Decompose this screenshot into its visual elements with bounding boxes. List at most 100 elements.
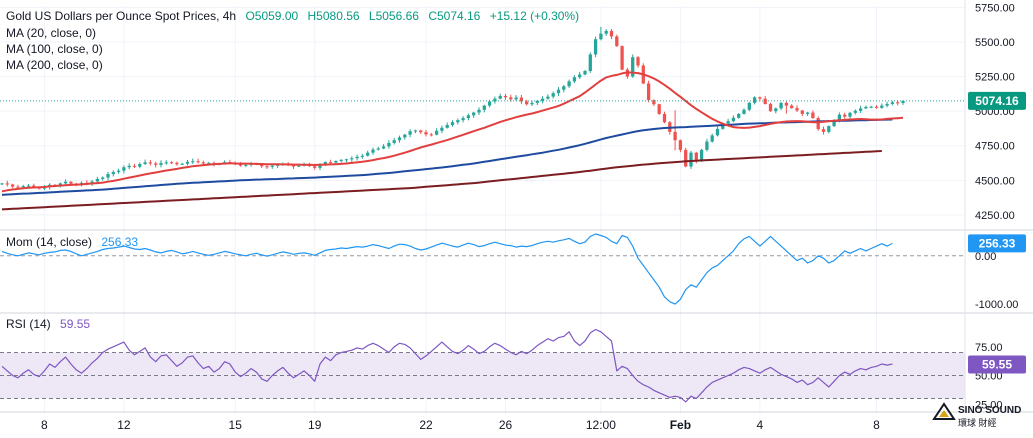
watermark-logo: SINO SOUND 環球 財經 [932, 402, 1021, 428]
candle-body-102 [540, 98, 545, 101]
rsi-tick-0: 75.00 [975, 342, 1003, 354]
candle-body-18 [95, 178, 100, 182]
candle-body-155 [821, 129, 826, 132]
time-tick-8: 4 [757, 418, 764, 432]
candle-body-88 [466, 115, 471, 119]
candle-body-21 [111, 172, 115, 175]
mom-last-tag: 256.33 [968, 234, 1026, 253]
rsi-line [1, 328, 893, 403]
price-tick-0: 5750.00 [975, 2, 1015, 14]
candle-body-11 [58, 183, 62, 186]
candle-body-137 [726, 121, 730, 124]
candle-body-31 [164, 162, 168, 164]
candle-body-4 [21, 186, 25, 188]
candle-body-75 [397, 137, 402, 141]
price-legend: Gold US Dollars per Ounce Spot Prices, 4… [6, 9, 579, 72]
candle-body-19 [101, 177, 105, 179]
candle-body-135 [715, 128, 720, 136]
candle-body-30 [159, 163, 163, 165]
grid-lines [0, 6, 965, 414]
candle-body-101 [535, 100, 539, 103]
mom-legend-label: Mom (14, close) [6, 235, 92, 249]
legend-ma20[interactable]: MA (20, close, 0) [6, 26, 96, 40]
candle-body-94 [498, 95, 502, 99]
rsi-band-fill [0, 352, 965, 399]
candle-body-142 [752, 97, 757, 103]
price-tick-4: 4750.00 [975, 141, 1015, 153]
candle-body-122 [646, 83, 651, 101]
rsi-band-area [0, 352, 965, 399]
legend-ma200[interactable]: MA (200, close, 0) [6, 58, 103, 72]
mom-legend[interactable]: Mom (14, close) 256.33 [6, 235, 138, 249]
legend-high: H5080.56 [308, 9, 360, 23]
time-tick-7: Feb [670, 418, 691, 432]
candle-body-78 [413, 130, 418, 132]
pane-dividers[interactable] [0, 0, 1033, 413]
candle-body-157 [832, 120, 836, 127]
candle-body-100 [530, 102, 534, 105]
candle-body-160 [848, 112, 852, 117]
price-tick-1: 5500.00 [975, 37, 1015, 49]
candle-body-2 [10, 184, 15, 187]
candle-body-69 [366, 152, 370, 156]
candle-body-38 [201, 162, 206, 164]
candle-body-67 [355, 156, 359, 159]
candle-body-64 [339, 159, 343, 161]
candle-body-24 [127, 165, 131, 168]
candle-body-39 [207, 162, 211, 164]
momentum-pane[interactable] [0, 233, 965, 305]
legend-ma100[interactable]: MA (100, close, 0) [6, 42, 103, 56]
mom-tick-1: -1000.00 [975, 299, 1018, 311]
candle-body-33 [175, 162, 179, 165]
candle-body-106 [562, 86, 566, 90]
candle-body-127 [673, 131, 677, 141]
candle-body-168 [890, 102, 895, 104]
time-tick-6: 12:00 [586, 418, 616, 432]
candle-body-27 [143, 162, 147, 165]
candle-body-45 [238, 164, 243, 166]
candle-body-166 [880, 105, 884, 108]
candle-body-107 [567, 81, 571, 87]
ma100-line [1, 118, 893, 196]
candle-body-143 [758, 97, 762, 99]
candle-body-12 [63, 181, 68, 184]
price-tick-2: 5250.00 [975, 72, 1015, 84]
candle-body-138 [731, 117, 736, 122]
rsi-pane[interactable] [0, 328, 965, 403]
candle-body-81 [429, 134, 433, 136]
candle-body-85 [450, 122, 455, 125]
candle-body-0 [0, 183, 4, 185]
candle-body-65 [344, 159, 349, 161]
price-tick-6: 4250.00 [975, 210, 1015, 222]
candle-body-25 [132, 165, 137, 167]
time-tick-9: 8 [873, 418, 880, 432]
rsi-legend[interactable]: RSI (14) 59.55 [6, 317, 90, 331]
candle-body-104 [551, 93, 555, 97]
price-tick-5: 4500.00 [975, 175, 1015, 187]
time-axis[interactable]: 8 12 15 19 22 26 12:00 Feb 4 8 [41, 418, 880, 432]
candle-body-97 [514, 97, 518, 100]
candle-body-128 [678, 140, 683, 150]
mom-line [1, 233, 893, 305]
candle-body-71 [376, 148, 380, 150]
candle-body-55 [291, 165, 296, 167]
candle-body-132 [699, 149, 704, 161]
candle-body-123 [652, 100, 656, 105]
rsi-legend-label: RSI (14) [6, 317, 51, 331]
candle-body-91 [482, 105, 486, 110]
candle-body-165 [874, 106, 879, 108]
candle-body-84 [445, 124, 449, 128]
legend-title: Gold US Dollars per Ounce Spot Prices, 4… [6, 9, 236, 23]
candle-body-148 [784, 102, 789, 106]
candle-body-79 [419, 130, 423, 133]
candle-body-164 [869, 106, 873, 108]
candle-body-150 [795, 108, 799, 111]
candle-body-162 [858, 108, 863, 111]
time-tick-3: 19 [308, 418, 322, 432]
candle-body-111 [588, 54, 592, 72]
candle-body-49 [260, 164, 264, 167]
price-pane[interactable] [0, 26, 965, 211]
legend-close: C5074.16 [428, 9, 480, 23]
